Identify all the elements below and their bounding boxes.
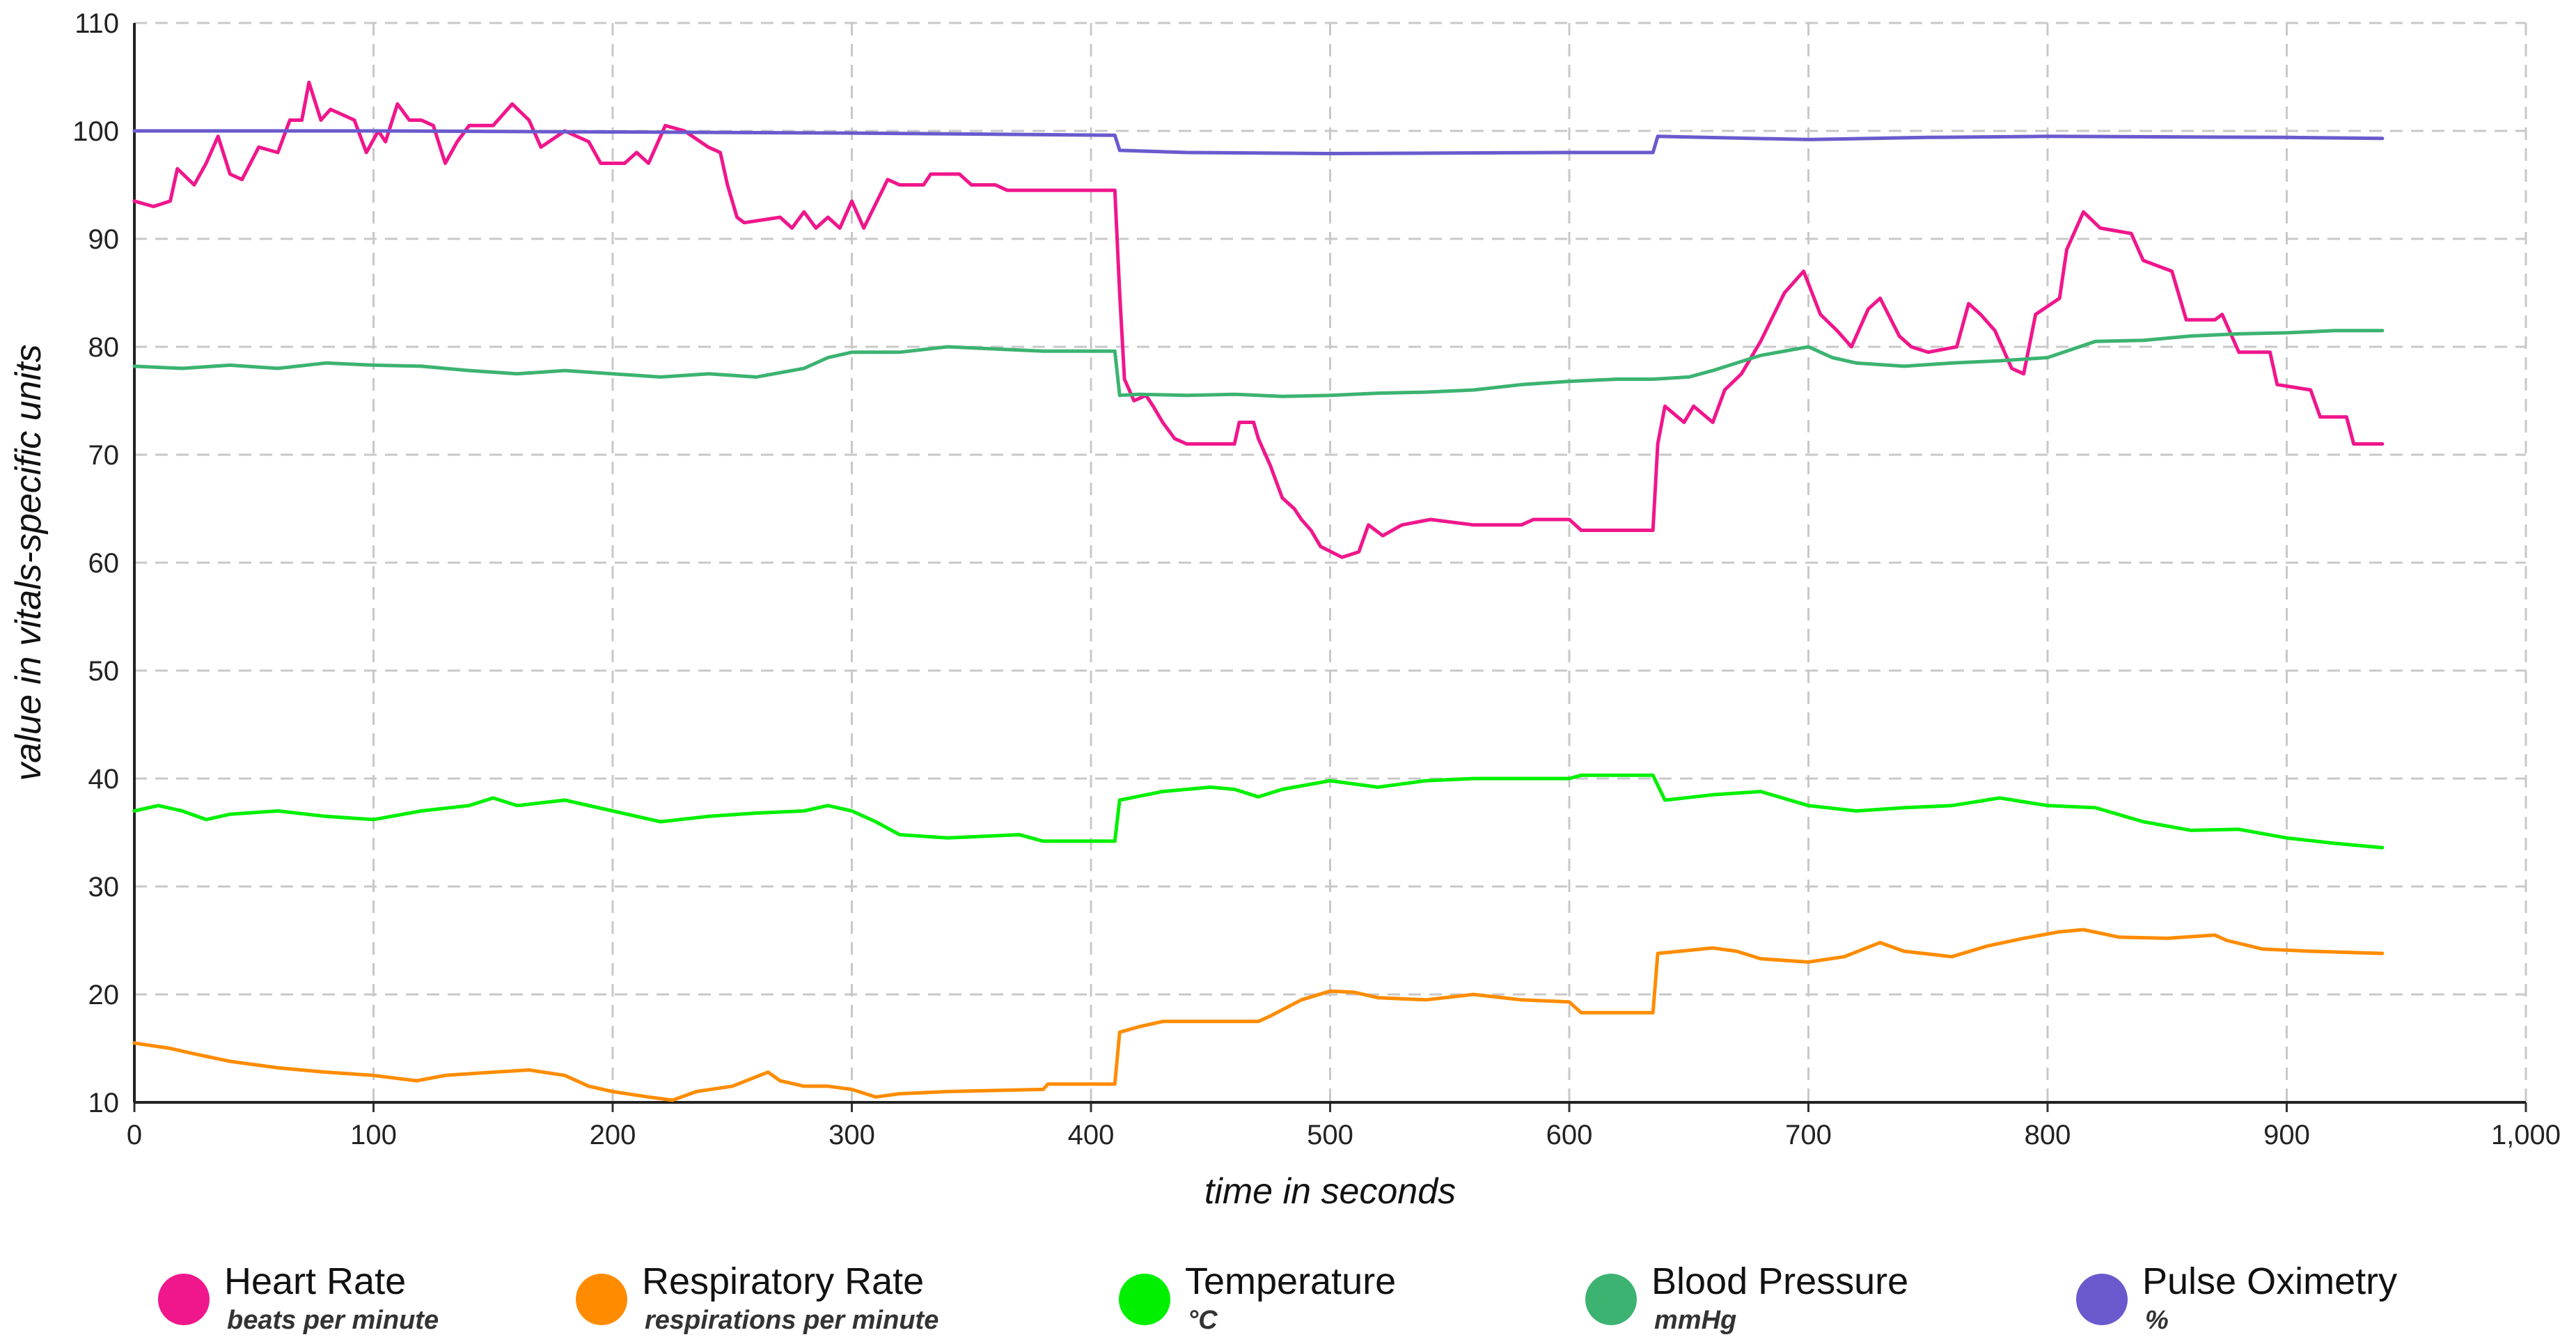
x-tick-label: 300	[828, 1120, 875, 1150]
y-axis-title: value in vitals-specific units	[8, 344, 49, 781]
y-tick-label: 80	[88, 332, 120, 363]
y-tick-label: 20	[88, 980, 120, 1010]
legend-item-heart-rate: Heart Rate beats per minute	[158, 1260, 439, 1335]
legend: Heart Rate beats per minute Respiratory Ra…	[158, 1260, 2397, 1335]
x-tick-label: 800	[2025, 1120, 2071, 1150]
legend-item-pulse-oximetry: Pulse Oximetry%	[2076, 1260, 2397, 1335]
legend-swatch	[576, 1274, 627, 1325]
series-line-pulse-oximetry	[132, 129, 2385, 155]
y-tick-label: 60	[88, 548, 120, 579]
x-tick-label: 500	[1307, 1120, 1353, 1150]
series-line-blood-pressure	[132, 329, 2385, 398]
y-tick-label: 50	[88, 656, 120, 687]
legend-swatch	[158, 1274, 210, 1325]
x-tick-label: 600	[1546, 1120, 1593, 1150]
x-axis-title: time in seconds	[1204, 1171, 1456, 1212]
legend-swatch	[1585, 1274, 1637, 1325]
tick-labels: 10 20 30 40 50 60 70 80 90 100 110 0 100 200 300 400 500…	[72, 8, 2561, 1150]
y-tick-label: 100	[72, 116, 119, 147]
y-tick-label: 10	[88, 1088, 120, 1118]
legend-unit: mmHg	[1654, 1306, 1736, 1335]
y-tick-label: 70	[88, 440, 120, 471]
legend-label: Heart Rate	[224, 1260, 406, 1302]
legend-label: Temperature	[1185, 1260, 1396, 1302]
legend-item-respiratory-rate: Respiratory Rate respirations per minute	[576, 1260, 938, 1335]
x-tick-label: 200	[590, 1120, 636, 1150]
legend-unit: °C	[1188, 1306, 1218, 1335]
legend-unit: respirations per minute	[645, 1306, 938, 1335]
x-tick-label: 100	[350, 1120, 397, 1150]
legend-swatch	[2076, 1274, 2128, 1325]
legend-label: Blood Pressure	[1651, 1260, 1908, 1302]
y-tick-label: 40	[88, 764, 120, 795]
x-tick-label: 400	[1068, 1120, 1115, 1150]
x-tick-label: 700	[1785, 1120, 1832, 1150]
series-lines	[132, 80, 2385, 1102]
legend-label: Respiratory Rate	[642, 1260, 924, 1302]
x-tick-label: 1,000	[2491, 1120, 2561, 1150]
y-tick-label: 30	[88, 872, 120, 902]
y-tick-label: 110	[74, 8, 119, 39]
x-tick-label: 0	[127, 1120, 142, 1150]
legend-item-temperature: Temperature °C	[1119, 1260, 1396, 1335]
legend-item-blood-pressure: Blood Pressure mmHg	[1585, 1260, 1908, 1335]
legend-unit: %	[2145, 1306, 2169, 1335]
x-tick-label: 900	[2263, 1120, 2310, 1150]
series-line-heart-rate	[132, 80, 2385, 559]
y-tick-label: 90	[88, 224, 120, 255]
legend-swatch	[1119, 1274, 1170, 1325]
legend-unit: beats per minute	[227, 1306, 439, 1335]
series-line-respiratory-rate	[132, 928, 2385, 1102]
legend-label: Pulse Oximetry	[2142, 1260, 2397, 1302]
series-line-temperature	[132, 773, 2385, 850]
